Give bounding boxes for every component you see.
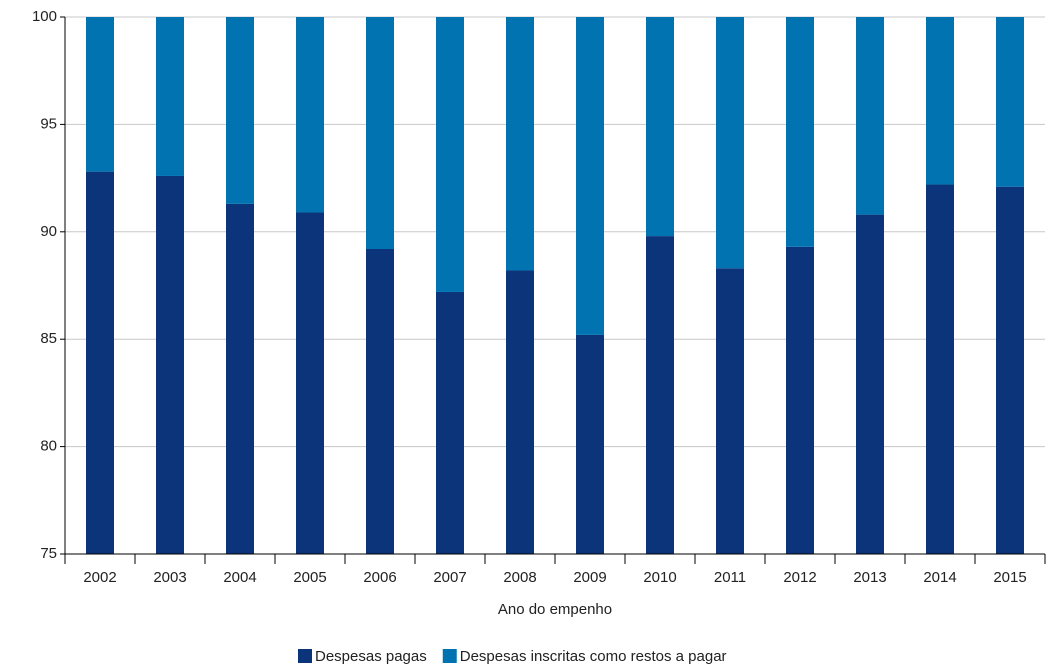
x-tick-label: 2006 <box>363 569 396 586</box>
y-tick-label: 90 <box>40 223 57 240</box>
bar-segment <box>786 246 814 554</box>
bar-segment <box>156 17 184 176</box>
y-tick-label: 95 <box>40 115 57 132</box>
bar-segment <box>156 175 184 554</box>
bar-segment <box>786 17 814 247</box>
x-tick-label: 2002 <box>83 569 116 586</box>
x-tick-label: 2007 <box>433 569 466 586</box>
bar-segment <box>296 212 324 554</box>
bar-segment <box>506 270 534 554</box>
y-tick-label: 80 <box>40 438 57 455</box>
bar-segment <box>576 334 604 554</box>
bar-segment <box>646 17 674 237</box>
x-tick-label: 2008 <box>503 569 536 586</box>
x-tick-label: 2015 <box>993 569 1026 586</box>
bar-segment <box>506 17 534 271</box>
legend-label: Despesas pagas <box>315 648 427 665</box>
x-tick-label: 2003 <box>153 569 186 586</box>
bar-segment <box>436 17 464 292</box>
y-tick-label: 100 <box>32 8 57 25</box>
bar-segment <box>86 17 114 172</box>
x-tick-label: 2011 <box>714 569 746 586</box>
x-tick-label: 2012 <box>783 569 816 586</box>
legend-label: Despesas inscritas como restos a pagar <box>460 648 727 665</box>
y-tick-label: 75 <box>40 545 57 562</box>
bar-segment <box>226 17 254 204</box>
bar-segment <box>716 268 744 554</box>
bar-segment <box>926 17 954 185</box>
bar-segment <box>996 17 1024 187</box>
x-tick-label: 2004 <box>223 569 256 586</box>
bar-segment <box>716 17 744 269</box>
bar-segment <box>366 17 394 249</box>
x-tick-label: 2009 <box>573 569 606 586</box>
x-tick-label: 2005 <box>293 569 326 586</box>
x-tick-label: 2013 <box>853 569 886 586</box>
y-tick-label: 85 <box>40 330 57 347</box>
legend-swatch <box>442 649 457 663</box>
bar-segment <box>996 186 1024 554</box>
legend-swatch <box>298 649 312 663</box>
bar-segment <box>926 184 954 554</box>
bar-segment <box>646 236 674 554</box>
x-axis-title: Ano do empenho <box>498 601 612 618</box>
bar-segment <box>436 291 464 554</box>
bar-segment <box>576 17 604 335</box>
bar-segment <box>856 214 884 554</box>
x-tick-label: 2014 <box>923 569 956 586</box>
bar-segment <box>856 17 884 215</box>
bar-segment <box>296 17 324 213</box>
bar-segment <box>226 203 254 554</box>
bar-segment <box>86 171 114 554</box>
x-tick-label: 2010 <box>643 569 676 586</box>
bar-segment <box>366 248 394 554</box>
